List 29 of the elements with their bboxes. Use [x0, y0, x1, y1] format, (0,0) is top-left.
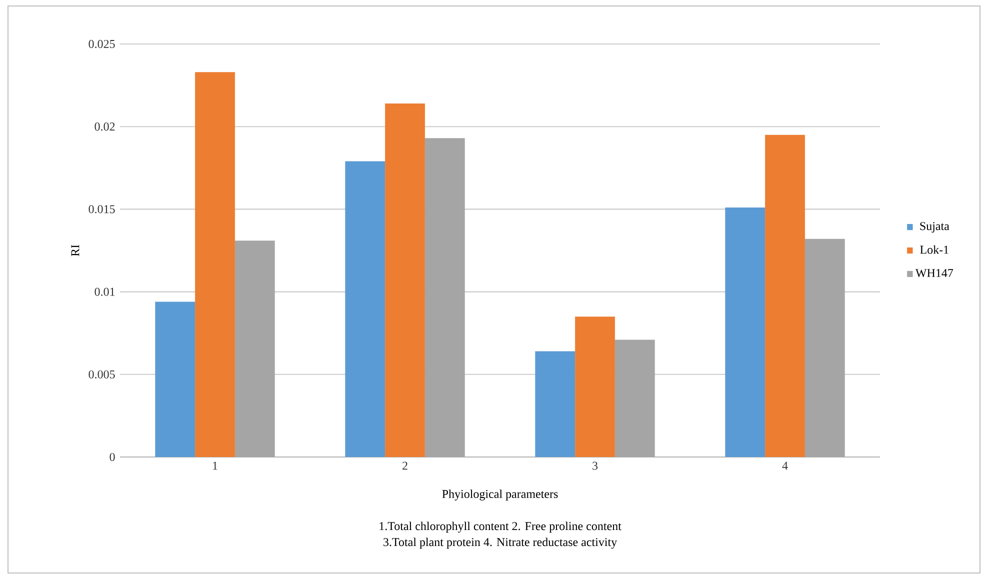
text: 3.Total plant protein 4. Nitrate reductase activity	[384, 538, 618, 549]
bar	[614, 340, 655, 457]
x-tick-label: 3	[592, 462, 598, 470]
y-tick-label: 0.01	[94, 288, 115, 296]
y-tick-label: 0	[110, 452, 115, 462]
x-axis-title: Phyiological parameters	[442, 490, 558, 501]
bar	[195, 72, 235, 457]
bar	[575, 316, 615, 457]
text: 1.Total chlorophyll content 2. Free proline content	[380, 522, 622, 533]
legend-label: Lok-1	[920, 245, 948, 254]
y-tick-label: 0.005	[88, 370, 115, 378]
y-axis-title: RI	[71, 244, 80, 256]
x-tick-label: 4	[782, 462, 788, 470]
y-tick-label: 0.02	[94, 122, 115, 131]
legend-label: WH147	[915, 269, 954, 278]
bar	[155, 302, 196, 457]
bar	[234, 240, 275, 457]
bar	[385, 103, 425, 457]
y-tick-label: 0.015	[88, 205, 115, 214]
x-tick-label: 1	[213, 462, 218, 470]
bar	[345, 161, 386, 457]
bar	[725, 208, 766, 457]
x-tick-label: 2	[402, 462, 408, 470]
bar	[765, 134, 805, 457]
bar	[804, 238, 845, 457]
y-tick-label: 0.025	[88, 40, 115, 48]
legend-label: Sujata	[920, 222, 950, 233]
bar	[424, 138, 465, 457]
bar	[535, 351, 576, 457]
